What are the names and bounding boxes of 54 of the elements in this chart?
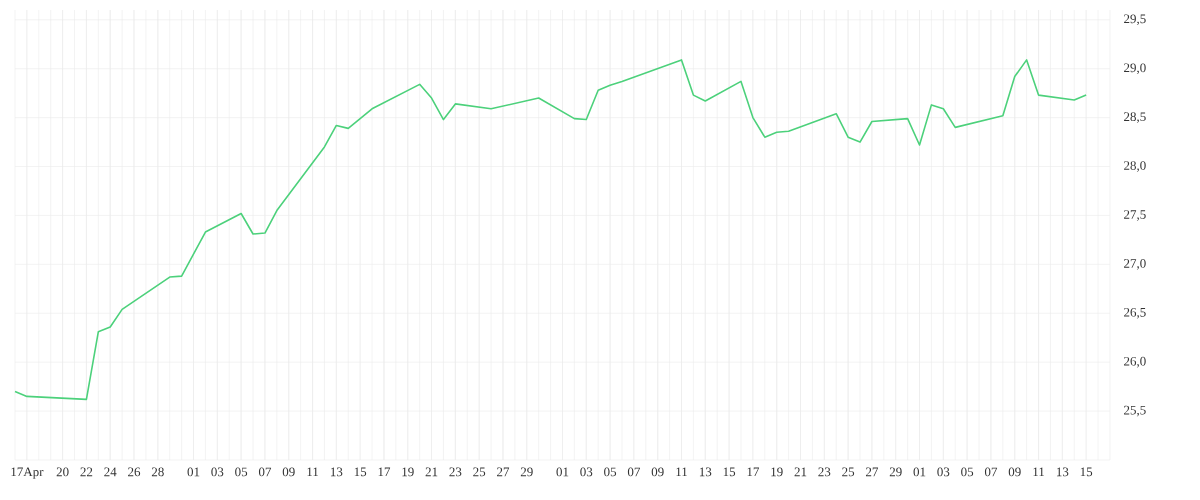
y-tick-label: 26,5 xyxy=(1124,307,1146,319)
x-tick-label: 13 xyxy=(1056,467,1069,477)
x-tick-label: 29 xyxy=(889,467,902,477)
x-tick-label: 20 xyxy=(56,467,69,477)
x-tick-label: 05 xyxy=(961,467,974,477)
x-tick-label: 03 xyxy=(211,467,224,477)
x-tick-label: 01 xyxy=(913,467,926,477)
x-tick-label: 07 xyxy=(258,467,272,477)
x-tick-label: 15 xyxy=(723,467,736,477)
x-tick-label: 27 xyxy=(866,467,879,477)
x-tick-label: 13 xyxy=(699,467,712,477)
x-tick-label: 28 xyxy=(151,467,164,477)
x-tick-label: 11 xyxy=(676,467,687,477)
x-tick-label: 17Apr xyxy=(11,467,44,479)
x-tick-label: 25 xyxy=(473,467,486,477)
x-tick-label: 11 xyxy=(1033,467,1045,477)
x-tick-label: 05 xyxy=(604,467,617,477)
y-tick-label: 29,5 xyxy=(1124,14,1146,26)
x-tick-label: 11 xyxy=(307,467,319,477)
y-tick-label: 26,0 xyxy=(1124,356,1146,368)
x-tick-label: 21 xyxy=(794,467,807,477)
x-tick-label: 27 xyxy=(497,467,510,477)
x-tick-label: 21 xyxy=(425,467,438,477)
x-tick-label: 22 xyxy=(80,467,93,477)
x-tick-label: 01 xyxy=(556,467,569,477)
x-tick-label: 13 xyxy=(330,467,343,477)
x-tick-label: 03 xyxy=(937,467,950,477)
y-tick-label: 25,5 xyxy=(1124,405,1146,417)
x-tick-label: 29 xyxy=(520,467,533,477)
x-tick-label: 17 xyxy=(747,467,760,477)
x-tick-label: 25 xyxy=(842,467,855,477)
x-tick-label: 15 xyxy=(1080,467,1093,477)
x-tick-label: 23 xyxy=(449,467,462,477)
x-tick-label: 19 xyxy=(402,467,414,477)
line-series xyxy=(14,59,1087,401)
x-tick-label: 07 xyxy=(984,467,998,477)
x-tick-label: 19 xyxy=(771,467,783,477)
x-tick-label: 26 xyxy=(128,467,141,477)
x-tick-label: 17 xyxy=(378,467,391,477)
x-tick-label: 09 xyxy=(651,467,664,477)
x-tick-label: 24 xyxy=(104,467,117,477)
x-tick-label: 03 xyxy=(580,467,593,477)
x-tick-label: 09 xyxy=(282,467,295,477)
y-tick-label: 28,5 xyxy=(1124,112,1146,123)
x-tick-label: 23 xyxy=(818,467,831,477)
x-tick-label: 05 xyxy=(235,467,248,477)
x-tick-label: 09 xyxy=(1008,467,1021,477)
y-tick-label: 29,0 xyxy=(1124,63,1146,75)
y-tick-label: 28,0 xyxy=(1124,161,1146,172)
x-tick-label: 01 xyxy=(187,467,200,477)
x-tick-label: 15 xyxy=(354,467,367,477)
x-tick-label: 07 xyxy=(627,467,641,477)
y-tick-label: 27,0 xyxy=(1124,259,1146,270)
y-tick-label: 27,5 xyxy=(1124,210,1146,221)
